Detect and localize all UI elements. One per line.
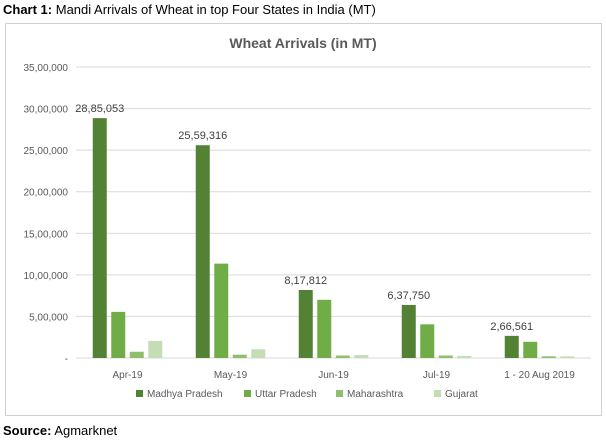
data-label: 25,59,316 [178, 130, 227, 142]
bar-uttar-pradesh [317, 299, 332, 358]
y-tick-label: 30,00,000 [24, 105, 69, 116]
source-text: Agmarknet [54, 423, 118, 438]
bar-maharashtra [335, 355, 350, 358]
bar-maharashtra [129, 351, 144, 358]
bar-uttar-pradesh [523, 341, 538, 358]
bar-gujarat [560, 356, 575, 358]
y-tick-label: 20,00,000 [24, 188, 69, 199]
legend-swatch-maharashtra [336, 390, 343, 397]
legend-label: Maharashtra [347, 389, 404, 400]
bar-uttar-pradesh [214, 263, 229, 358]
y-axis-ticks: - 5,00,000 10,00,000 15,00,000 20,00,000 25,0… [24, 63, 69, 365]
source-label: Source: [3, 423, 52, 438]
bar-gujarat [457, 355, 472, 358]
data-label: 8,17,812 [284, 275, 327, 287]
bars [92, 118, 575, 358]
legend-label: Madhya Pradesh [147, 389, 223, 400]
bar-madhya-pradesh [298, 290, 313, 358]
data-label: 6,37,750 [387, 290, 430, 302]
caption-text: Mandi Arrivals of Wheat in top Four Stat… [55, 2, 376, 17]
x-axis-ticks: Apr-19 May-19 Jun-19 Jul-19 1 - 20 Aug 2019 [112, 370, 575, 381]
y-tick-label: 25,00,000 [24, 146, 69, 157]
legend-swatch-gujarat [434, 390, 441, 397]
chart-title: Wheat Arrivals (in MT) [229, 35, 376, 51]
chart-caption: Chart 1: Mandi Arrivals of Wheat in top … [3, 2, 376, 17]
legend-swatch-uttar-pradesh [244, 390, 251, 397]
bar-madhya-pradesh [92, 118, 107, 358]
x-tick-label: Jun-19 [318, 370, 349, 381]
data-label: 2,66,561 [490, 321, 533, 333]
bar-uttar-pradesh [111, 311, 126, 358]
legend: Madhya Pradesh Uttar Pradesh Maharashtra Gu… [136, 389, 478, 400]
bar-gujarat [354, 355, 369, 358]
chart-area: Wheat Arrivals (in MT) - 5,00,000 10,00,00… [5, 23, 602, 416]
legend-swatch-madhya-pradesh [136, 390, 143, 397]
bar-maharashtra [232, 354, 247, 358]
x-tick-label: May-19 [214, 370, 248, 381]
legend-label: Uttar Pradesh [255, 389, 317, 400]
data-labels: 28,85,053 25,59,316 8,17,812 6,37,750 2,66,5… [75, 103, 533, 333]
y-tick-label: 15,00,000 [24, 229, 69, 240]
y-tick-label: 10,00,000 [24, 271, 69, 282]
x-tick-label: Jul-19 [423, 370, 451, 381]
source-note: Source: Agmarknet [3, 423, 117, 438]
y-tick-label: 5,00,000 [29, 312, 68, 323]
bar-chart: Wheat Arrivals (in MT) - 5,00,000 10,00,00… [24, 35, 591, 400]
data-label: 28,85,053 [75, 103, 124, 115]
bar-madhya-pradesh [504, 335, 519, 358]
x-tick-label: Apr-19 [112, 370, 142, 381]
caption-label: Chart 1: [3, 2, 53, 17]
bar-gujarat [251, 349, 266, 358]
bar-maharashtra [541, 356, 556, 358]
y-tick-label: - [65, 354, 68, 365]
x-tick-label: 1 - 20 Aug 2019 [504, 370, 575, 381]
gridlines [76, 66, 591, 359]
legend-label: Gujarat [445, 389, 478, 400]
bar-maharashtra [438, 355, 453, 358]
bar-madhya-pradesh [195, 145, 210, 358]
bar-gujarat [148, 340, 163, 358]
bar-uttar-pradesh [420, 324, 435, 358]
bar-madhya-pradesh [401, 304, 416, 358]
y-tick-label: 35,00,000 [24, 63, 69, 74]
